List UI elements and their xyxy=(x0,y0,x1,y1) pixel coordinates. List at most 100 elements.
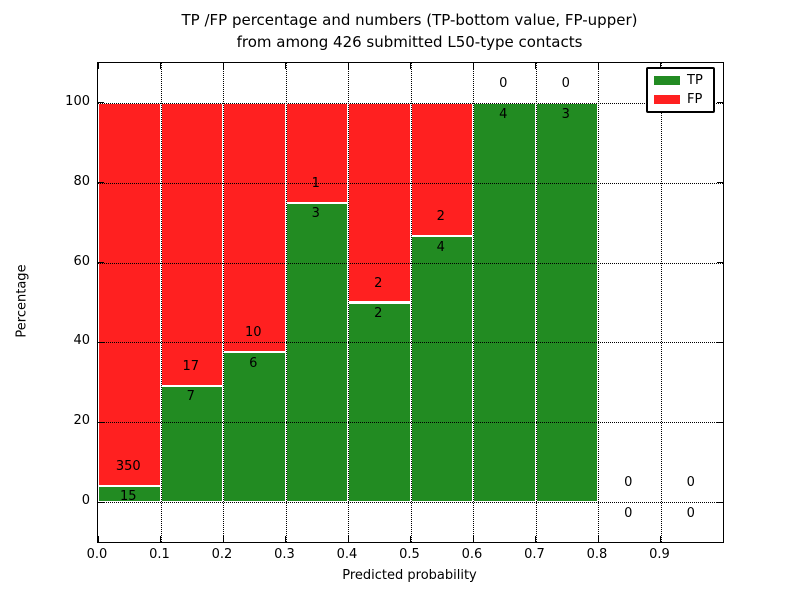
y-tick-right xyxy=(717,341,723,343)
tp-count-label: 15 xyxy=(119,489,137,505)
y-tick-right xyxy=(717,182,723,184)
fp-count-label: 0 xyxy=(686,475,695,491)
bar-segment-tp xyxy=(285,202,348,503)
x-tick-top xyxy=(222,63,224,69)
legend-label-fp: FP xyxy=(687,91,703,107)
plot-area xyxy=(97,62,724,543)
x-tick-bottom xyxy=(160,536,161,542)
bar-segment-fp xyxy=(223,102,286,353)
x-tick-label: 0.9 xyxy=(649,547,670,562)
tp-count-label: 3 xyxy=(311,206,320,222)
bar-segment-tp xyxy=(410,235,473,503)
fp-count-label: 2 xyxy=(436,209,445,224)
fp-count-label: 2 xyxy=(374,275,383,291)
x-tick-label: 0.5 xyxy=(399,547,420,562)
y-tick-left xyxy=(98,262,104,264)
x-tick-top xyxy=(410,63,411,69)
y-tick-right xyxy=(717,501,723,503)
x-tick-top xyxy=(97,63,99,69)
chart-title-line-1: TP /FP percentage and numbers (TP-bottom… xyxy=(181,11,638,29)
tp-count-label: 0 xyxy=(686,505,695,521)
x-tick-label: 0.2 xyxy=(211,547,233,562)
x-axis-label: Predicted probability xyxy=(342,568,477,583)
y-axis-label: Percentage xyxy=(14,264,30,338)
bar-segment-tp xyxy=(98,485,161,503)
gridline-vertical xyxy=(598,63,599,542)
x-tick-bottom xyxy=(660,536,661,542)
fp-count-label: 350 xyxy=(115,458,141,474)
x-tick-label: 0.3 xyxy=(274,547,295,562)
bar-segment-tp xyxy=(223,352,286,503)
fp-count-label: 10 xyxy=(244,325,262,341)
gridline-vertical xyxy=(473,63,474,542)
legend-swatch-tp xyxy=(654,76,680,85)
y-tick-right xyxy=(717,262,723,264)
tp-count-label: 2 xyxy=(374,306,383,322)
chart-title-line-2: from among 426 submitted L50-type contac… xyxy=(236,33,583,51)
x-tick-label: 0.8 xyxy=(586,547,608,562)
fp-count-label: 0 xyxy=(561,75,570,91)
y-tick-label: 40 xyxy=(73,333,90,349)
x-tick-top xyxy=(597,63,599,69)
fp-count-label: 0 xyxy=(499,75,508,91)
y-tick-right xyxy=(717,421,723,423)
x-tick-label: 0.0 xyxy=(86,547,108,562)
gridline-vertical xyxy=(348,63,349,542)
x-tick-label: 0.7 xyxy=(524,547,545,562)
y-tick-left xyxy=(98,102,104,104)
x-tick-label: 0.4 xyxy=(336,547,358,562)
x-tick-bottom xyxy=(597,536,599,542)
bar-segment-tp xyxy=(348,302,411,503)
x-tick-bottom xyxy=(472,536,474,542)
y-tick-left xyxy=(98,182,104,184)
x-tick-top xyxy=(535,63,536,69)
x-tick-bottom xyxy=(222,536,224,542)
tp-count-label: 3 xyxy=(561,106,570,122)
bar-segment-fp xyxy=(348,102,411,303)
y-tick-left xyxy=(98,501,104,503)
bar-segment-tp xyxy=(535,102,598,503)
x-tick-label: 0.1 xyxy=(149,547,170,562)
legend-label-tp: TP xyxy=(687,72,703,88)
y-tick-left xyxy=(98,421,104,423)
gridline-vertical xyxy=(410,63,412,542)
gridline-vertical xyxy=(660,63,662,542)
y-tick-label: 100 xyxy=(65,93,90,109)
bar-segment-fp xyxy=(285,102,348,203)
y-tick-label: 20 xyxy=(73,413,90,429)
y-tick-left xyxy=(98,341,104,343)
legend-item-tp: TP xyxy=(654,72,707,88)
bar-segment-fp xyxy=(98,102,161,486)
x-tick-top xyxy=(660,63,661,69)
bar-segment-tp xyxy=(473,102,536,503)
x-tick-top xyxy=(472,63,474,69)
x-tick-bottom xyxy=(535,536,536,542)
legend-item-fp: FP xyxy=(654,91,707,107)
bar-segment-tp xyxy=(160,385,223,503)
gridline-vertical xyxy=(160,63,162,542)
x-tick-top xyxy=(347,63,349,69)
y-tick-label: 80 xyxy=(73,173,90,189)
fp-count-label: 17 xyxy=(182,358,200,374)
tp-count-label: 6 xyxy=(249,356,258,372)
tp-count-label: 0 xyxy=(624,505,633,521)
chart-title: TP /FP percentage and numbers (TP-bottom… xyxy=(97,9,722,53)
x-tick-label: 0.6 xyxy=(461,547,483,562)
gridline-vertical xyxy=(285,63,287,542)
gridline-vertical xyxy=(223,63,224,542)
gridline-vertical xyxy=(535,63,537,542)
x-tick-top xyxy=(160,63,161,69)
x-tick-bottom xyxy=(410,536,411,542)
legend-swatch-fp xyxy=(654,95,680,104)
y-tick-label: 60 xyxy=(73,253,90,269)
x-tick-bottom xyxy=(347,536,349,542)
x-tick-top xyxy=(285,63,286,69)
fp-count-label: 1 xyxy=(311,175,320,191)
tp-count-label: 7 xyxy=(186,389,195,405)
fp-count-label: 0 xyxy=(624,475,633,491)
bar-segment-fp xyxy=(160,102,223,386)
y-tick-label: 0 xyxy=(81,493,90,509)
tp-count-label: 4 xyxy=(436,239,445,255)
legend: TP FP xyxy=(646,67,715,113)
